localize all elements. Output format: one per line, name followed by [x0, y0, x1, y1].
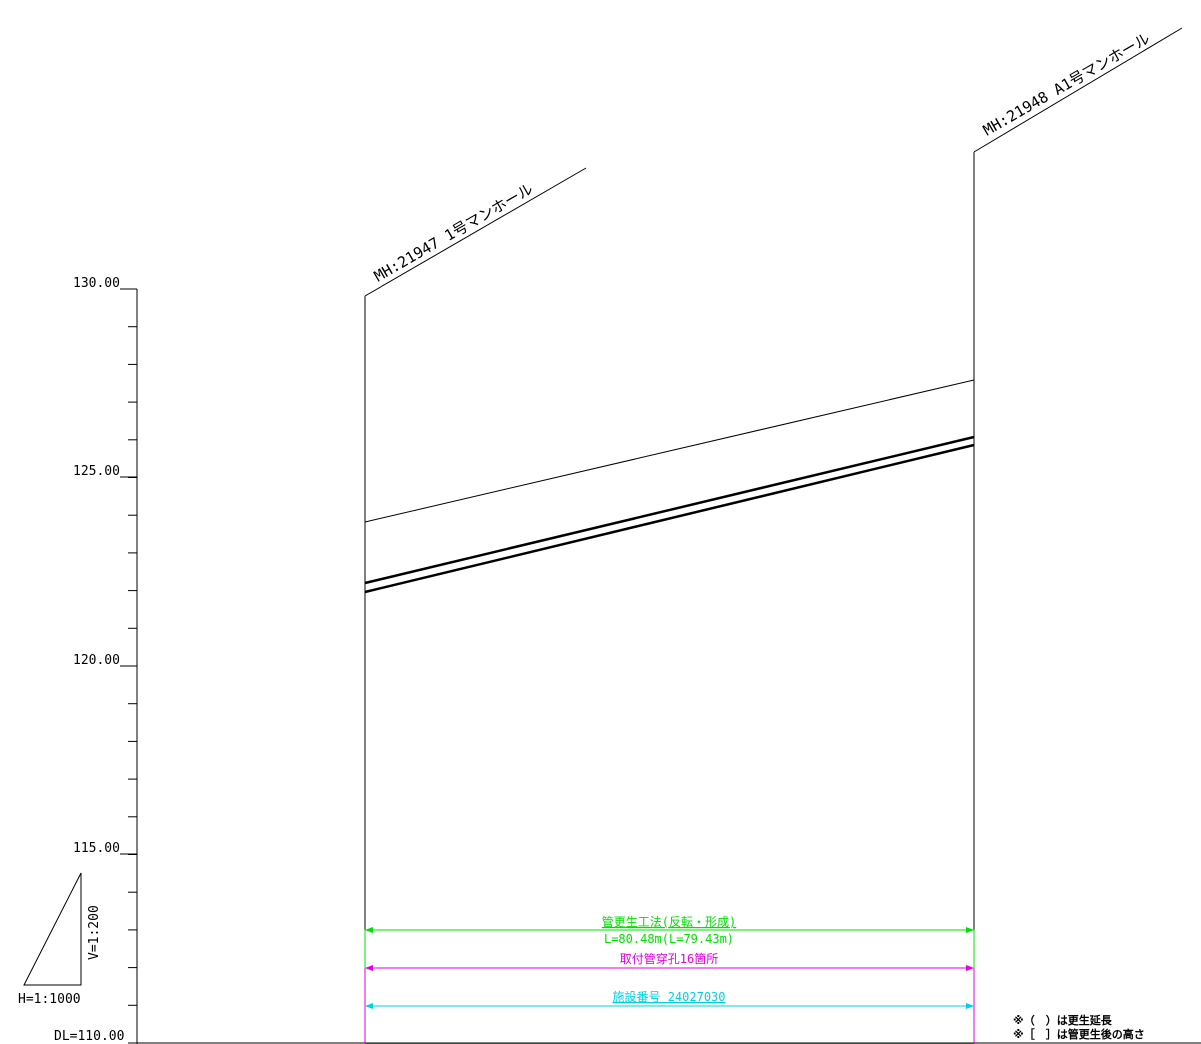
holes-arrow-right — [966, 965, 974, 971]
manhole-1-leader — [364, 167, 587, 297]
method-arrow-right — [966, 927, 974, 933]
note-2: ※［ ］は管更生後の高さ — [1013, 1027, 1145, 1041]
facility-arrow-left — [365, 1003, 373, 1009]
tick-label-125: 125.00 — [73, 464, 120, 479]
horizontal-scale-label: H=1:1000 — [18, 992, 81, 1007]
pipe-crown-line — [364, 435, 975, 585]
scale-triangle — [23, 872, 82, 986]
manhole-2-label: MH:21948 A1号マンホール — [980, 29, 1153, 139]
holes-arrow-left — [365, 965, 373, 971]
facility-arrow-right — [966, 1003, 974, 1009]
datum-label: DL=110.00 — [54, 1029, 124, 1044]
pipe-invert-line — [364, 443, 975, 594]
ground-line — [364, 379, 975, 523]
tick-label-130: 130.00 — [73, 276, 120, 291]
vertical-scale-label: V=1:200 — [87, 905, 102, 960]
method-arrow-left — [365, 927, 373, 933]
tick-label-120: 120.00 — [73, 653, 120, 668]
holes-label: 取付管穿孔16箇所 — [620, 951, 718, 966]
method-bracket — [364, 929, 975, 1044]
manhole-1-label: MH:21947 1号マンホール — [371, 180, 536, 286]
length-label: L=80.48m(L=79.43m) — [604, 932, 734, 946]
tick-label-115: 115.00 — [73, 841, 120, 856]
method-label: 管更生工法(反転・形成) — [602, 914, 736, 929]
manhole-2-leader — [973, 27, 1183, 153]
note-1: ※（ ）は更生延長 — [1013, 1013, 1113, 1027]
facility-label: 施設番号 24027030 — [612, 989, 725, 1004]
